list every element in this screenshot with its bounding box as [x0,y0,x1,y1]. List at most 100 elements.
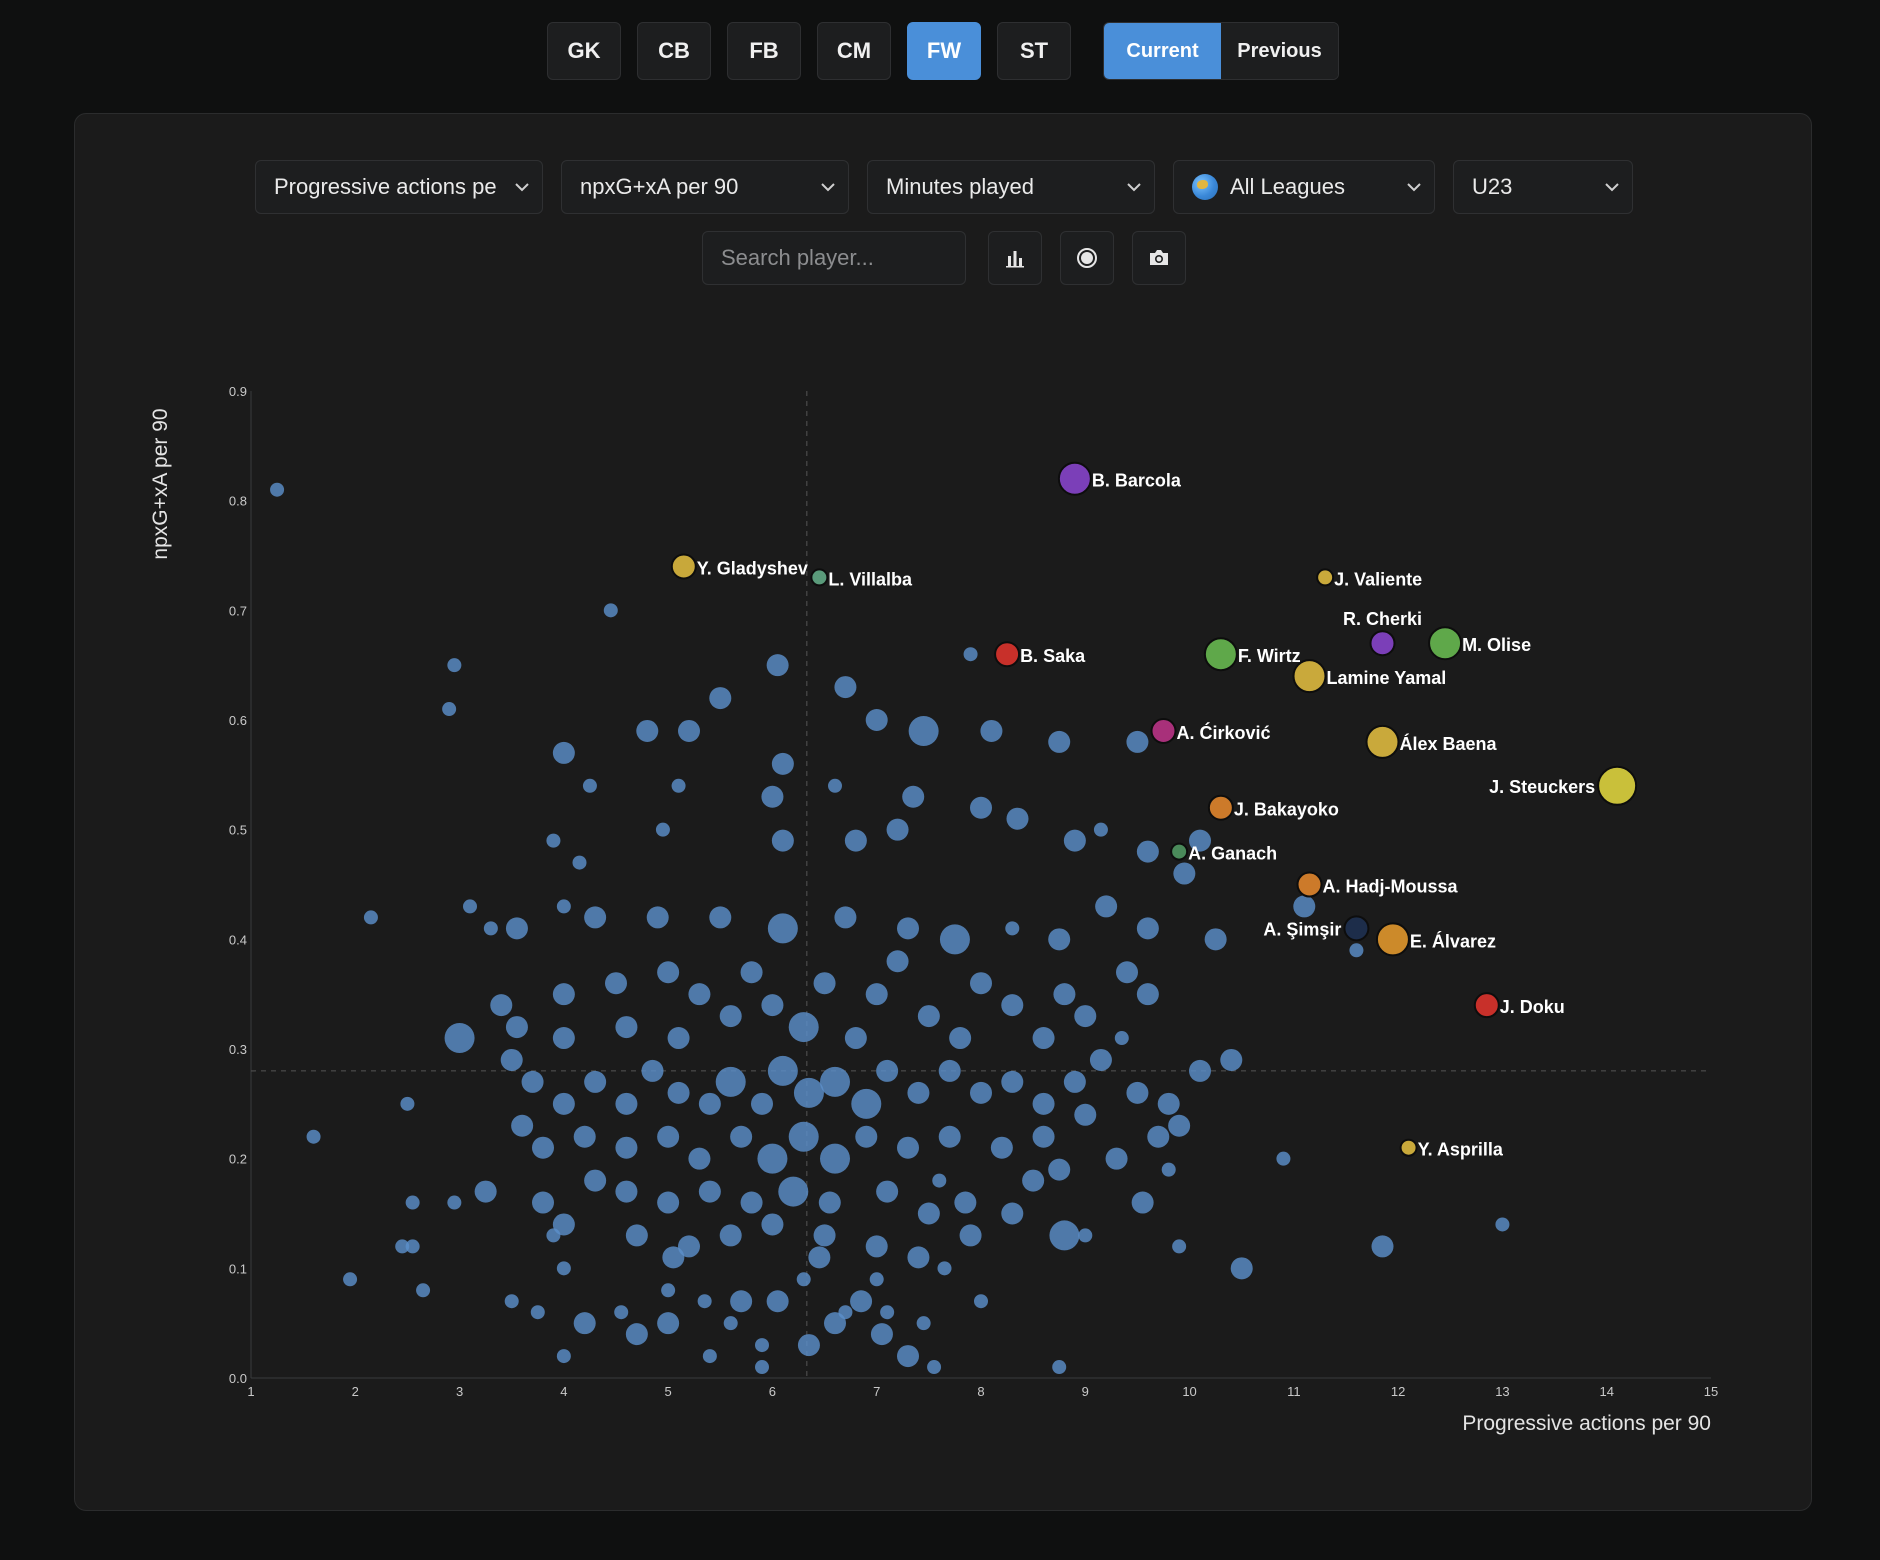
player-bubble[interactable] [1105,1147,1128,1170]
player-bubble[interactable] [850,1290,873,1313]
highlighted-player-bubble[interactable] [1597,765,1638,806]
y-metric-dropdown[interactable]: npxG+xA per 90 [561,160,849,214]
tab-cm[interactable]: CM [817,22,891,80]
player-bubble[interactable] [767,1055,798,1086]
player-bubble[interactable] [655,822,670,837]
screenshot-button[interactable] [1132,231,1186,285]
player-bubble[interactable] [532,1191,554,1214]
player-bubble[interactable] [1495,1217,1510,1232]
league-dropdown[interactable]: All Leagues [1173,160,1435,214]
player-bubble[interactable] [938,1125,961,1148]
x-metric-dropdown[interactable]: Progressive actions pe [255,160,543,214]
player-bubble[interactable] [556,1261,571,1276]
player-bubble[interactable] [572,855,587,870]
player-bubble[interactable] [584,1169,607,1192]
player-bubble[interactable] [886,818,909,841]
player-bubble[interactable] [688,983,711,1006]
player-bubble[interactable] [828,778,842,793]
player-bubble[interactable] [897,1345,919,1368]
player-bubble[interactable] [1173,862,1196,885]
player-bubble[interactable] [870,1323,893,1346]
size-metric-dropdown[interactable]: Minutes played [867,160,1155,214]
player-bubble[interactable] [1052,1360,1067,1375]
player-bubble[interactable] [715,1066,746,1097]
player-bubble[interactable] [974,1294,988,1309]
player-bubble[interactable] [970,796,992,819]
player-bubble[interactable] [556,1349,571,1364]
player-bubble[interactable] [1032,1027,1055,1050]
player-bubble[interactable] [851,1088,882,1119]
season-current-button[interactable]: Current [1104,23,1221,79]
player-bubble[interactable] [1089,1048,1112,1071]
highlighted-player-bubble[interactable] [1296,871,1323,898]
player-bubble[interactable] [818,1191,841,1214]
player-bubble[interactable] [573,1125,596,1148]
player-bubble[interactable] [1189,1059,1211,1082]
player-bubble[interactable] [511,1114,534,1137]
player-bubble[interactable] [820,1066,850,1097]
player-bubble[interactable] [1371,1235,1394,1258]
tab-fb[interactable]: FB [727,22,801,80]
player-bubble[interactable] [573,1312,596,1335]
player-bubble[interactable] [1078,1228,1093,1243]
player-bubble[interactable] [1189,829,1211,852]
player-bubble[interactable] [552,1213,575,1236]
player-bubble[interactable] [657,1125,680,1148]
player-bubble[interactable] [636,719,659,742]
player-bubble[interactable] [1074,1103,1097,1126]
player-bubble[interactable] [834,676,857,699]
player-bubble[interactable] [917,1005,940,1028]
bar-chart-button[interactable] [988,231,1042,285]
player-bubble[interactable] [343,1272,358,1287]
player-bubble[interactable] [504,1294,519,1309]
player-bubble[interactable] [907,1246,930,1269]
player-bubble[interactable] [270,482,285,497]
player-bubble[interactable] [546,833,561,848]
player-bubble[interactable] [755,1360,769,1375]
player-bubble[interactable] [730,1290,753,1313]
player-bubble[interactable] [657,1191,680,1214]
player-bubble[interactable] [824,1312,846,1335]
player-bubble[interactable] [897,1136,919,1159]
player-bubble[interactable] [646,906,669,929]
player-bubble[interactable] [667,1081,690,1104]
player-bubble[interactable] [916,1316,931,1331]
player-bubble[interactable] [865,1235,888,1258]
player-bubble[interactable] [917,1202,940,1225]
highlighted-player-bubble[interactable] [1369,630,1396,657]
player-bubble[interactable] [1114,1031,1129,1046]
player-bubble[interactable] [755,1338,769,1353]
player-bubble[interactable] [907,1081,930,1104]
season-previous-button[interactable]: Previous [1221,23,1338,79]
player-bubble[interactable] [1126,730,1149,753]
player-bubble[interactable] [970,1081,992,1104]
player-bubble[interactable] [949,1027,972,1050]
player-bubble[interactable] [761,1213,784,1236]
player-bubble[interactable] [552,983,575,1006]
player-bubble[interactable] [1049,1220,1080,1251]
player-bubble[interactable] [1136,840,1159,863]
player-bubble[interactable] [844,829,867,852]
player-bubble[interactable] [1349,943,1364,958]
player-bubble[interactable] [766,1290,789,1313]
highlighted-player-bubble[interactable] [1365,724,1400,759]
player-bubble[interactable] [603,603,618,618]
player-bubble[interactable] [865,983,888,1006]
highlighted-player-bubble[interactable] [1473,992,1500,1019]
player-bubble[interactable] [615,1180,638,1203]
player-bubble[interactable] [865,709,888,731]
player-bubble[interactable] [688,1147,711,1170]
player-bubble[interactable] [1032,1092,1055,1115]
tab-fw[interactable]: FW [907,22,981,80]
player-bubble[interactable] [980,719,1003,742]
player-bubble[interactable] [813,1224,836,1247]
player-bubble[interactable] [1204,928,1227,951]
player-bubble[interactable] [615,1016,638,1039]
player-bubble[interactable] [793,1077,824,1108]
player-bubble[interactable] [970,972,992,995]
player-bubble[interactable] [1001,1202,1024,1225]
player-bubble[interactable] [625,1224,648,1247]
player-bubble[interactable] [605,972,627,995]
player-bubble[interactable] [1048,928,1071,951]
player-bubble[interactable] [505,917,528,940]
